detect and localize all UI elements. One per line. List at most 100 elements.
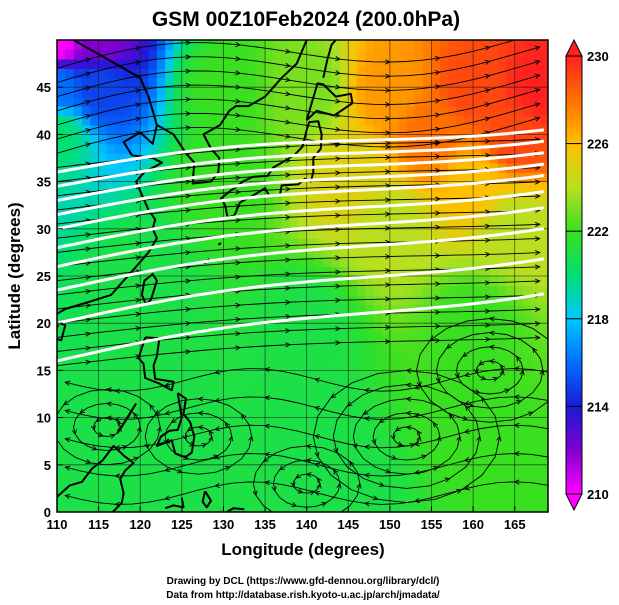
heat-cell <box>348 191 358 202</box>
heat-cell <box>148 483 158 494</box>
heat-cell <box>456 370 466 381</box>
heat-cell <box>223 153 233 164</box>
heat-cell <box>456 474 466 485</box>
heat-cell <box>456 398 466 409</box>
heat-cell <box>473 294 483 305</box>
heat-cell <box>431 115 441 126</box>
heat-cell <box>398 209 408 220</box>
heat-cell <box>156 370 166 381</box>
heat-cell <box>265 427 274 438</box>
heat-cell <box>223 40 233 51</box>
heat-cell <box>248 294 258 305</box>
heat-cell <box>398 427 408 438</box>
heat-cell <box>223 106 233 117</box>
circulation-streamline <box>184 426 213 447</box>
heat-cell <box>215 474 225 485</box>
heat-cell <box>73 276 83 287</box>
heat-cell <box>256 58 266 69</box>
heat-cell <box>414 191 424 202</box>
heat-cell <box>290 276 299 287</box>
heat-cell <box>389 332 399 343</box>
heat-cell <box>539 200 548 211</box>
heat-cell <box>181 285 191 296</box>
heat-cell <box>198 502 208 512</box>
heat-cell <box>256 181 266 192</box>
wind-arrow <box>214 482 221 488</box>
heat-cell <box>206 68 216 79</box>
heat-cell <box>173 483 183 494</box>
heat-cell <box>373 370 383 381</box>
heat-cell <box>298 238 308 249</box>
wind-arrow <box>135 88 142 94</box>
heat-cell <box>173 153 183 164</box>
heat-cell <box>389 313 399 324</box>
heat-cell <box>81 332 91 343</box>
circulation-streamline <box>332 384 481 489</box>
heat-cell <box>298 40 308 51</box>
heat-cell <box>364 436 374 447</box>
heat-cell <box>123 172 133 183</box>
heat-cell <box>231 436 241 447</box>
wind-arrow <box>413 497 420 503</box>
heat-cell <box>406 40 416 51</box>
heat-cell <box>281 134 291 145</box>
heat-cell <box>514 360 524 371</box>
heat-cell <box>431 474 441 485</box>
heat-cell <box>173 370 183 381</box>
heat-cell <box>231 313 241 324</box>
heat-cell <box>81 209 91 220</box>
heat-cell <box>531 77 541 88</box>
heat-cell <box>356 455 366 466</box>
heat-cell <box>173 464 183 475</box>
wind-arrow <box>235 217 242 223</box>
heat-cell <box>165 483 175 494</box>
heat-cell <box>65 200 75 211</box>
heat-cell <box>489 68 499 79</box>
heat-cell <box>206 58 216 69</box>
heat-cell <box>489 96 499 107</box>
heat-cell <box>165 40 175 51</box>
heat-cell <box>356 77 366 88</box>
heat-cell <box>81 379 91 390</box>
heat-cell <box>148 247 158 258</box>
heat-cell <box>215 417 225 428</box>
heat-cell <box>456 238 466 249</box>
x-tick-label: 135 <box>254 517 276 532</box>
heat-cell <box>273 398 283 409</box>
heat-cell <box>156 209 166 220</box>
heat-cell <box>123 332 133 343</box>
heat-cell <box>223 247 233 258</box>
heat-cell <box>323 417 333 428</box>
heat-cell <box>356 427 366 438</box>
heat-cell <box>414 370 424 381</box>
heat-cell <box>81 304 91 315</box>
heat-cell <box>373 379 383 390</box>
wind-arrow <box>85 246 92 252</box>
heat-cell <box>498 304 507 315</box>
heat-cell <box>514 313 524 324</box>
heat-cell <box>198 209 208 220</box>
heat-cell <box>223 502 233 512</box>
wind-arrow <box>62 400 69 406</box>
heat-cell <box>190 313 200 324</box>
heat-cell <box>364 360 374 371</box>
heat-cell <box>57 40 66 51</box>
heat-cell <box>73 360 83 371</box>
heat-cell <box>381 370 391 381</box>
heat-cell <box>464 332 474 343</box>
heat-cell <box>240 474 249 485</box>
heat-cell <box>165 455 175 466</box>
heat-cell <box>514 228 524 239</box>
heat-cell <box>473 228 483 239</box>
heat-cell <box>265 370 274 381</box>
heat-cell <box>290 342 299 353</box>
heat-cell <box>448 304 458 315</box>
heat-cell <box>223 191 233 202</box>
heat-cell <box>531 143 541 154</box>
heat-cell <box>531 455 541 466</box>
heat-cell <box>273 417 283 428</box>
heat-cell <box>165 474 175 485</box>
heat-cell <box>531 483 541 494</box>
heat-cell <box>131 483 141 494</box>
heat-cell <box>448 276 458 287</box>
